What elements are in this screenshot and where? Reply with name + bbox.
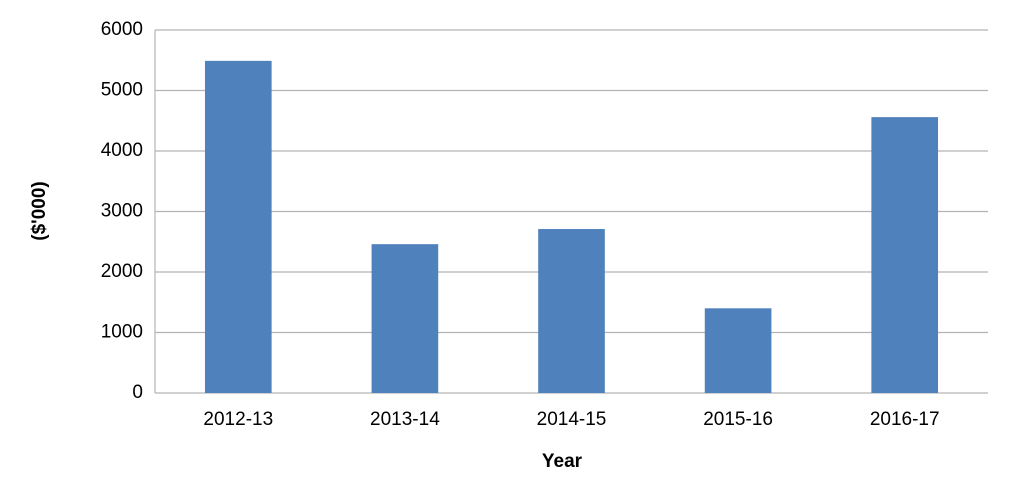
y-tick-label: 4000	[101, 140, 143, 161]
y-tick-label: 2000	[101, 261, 143, 282]
x-tick-label: 2012-13	[203, 409, 273, 430]
bar	[871, 117, 939, 394]
bar	[204, 60, 272, 393]
x-tick-label: 2014-15	[537, 409, 607, 430]
y-axis-title: ($'000)	[29, 181, 50, 240]
x-tick-label: 2016-17	[870, 409, 940, 430]
y-tick-label: 5000	[101, 80, 143, 101]
x-tick-label: 2013-14	[370, 409, 440, 430]
bar	[371, 244, 439, 393]
y-tick-label: 3000	[101, 201, 143, 222]
y-tick-label: 0	[132, 382, 143, 403]
y-tick-label: 1000	[101, 322, 143, 343]
x-tick-label: 2015-16	[703, 409, 773, 430]
bar	[538, 229, 605, 393]
bar	[704, 308, 772, 393]
y-tick-label: 6000	[101, 19, 143, 40]
x-axis-title: Year	[542, 451, 583, 472]
